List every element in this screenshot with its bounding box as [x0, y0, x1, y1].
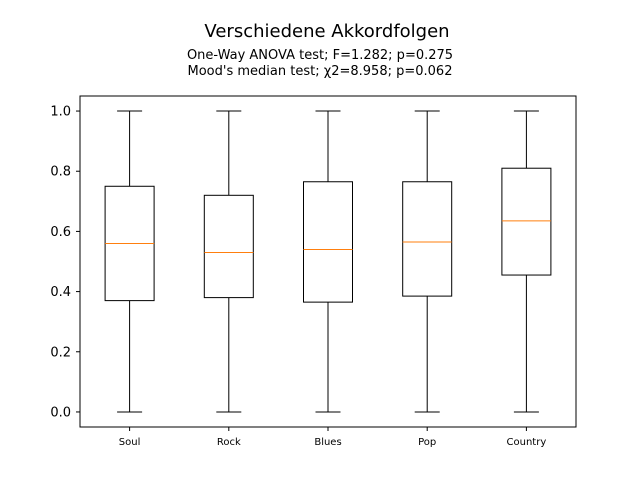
chart-title: Verschiedene Akkordfolgen: [204, 21, 449, 42]
plot-area: 0.0 0.2 0.4 0.6 0.8 1.0 Soul Rock Blues Pop Countr…: [50, 95, 577, 448]
box: [501, 167, 552, 276]
x-tick-label: Rock: [217, 437, 241, 448]
y-tick-label: 0.2: [50, 345, 71, 360]
chart-subtitle-line-1: One-Way ANOVA test; F=1.282; p=0.275: [187, 48, 453, 63]
x-tick-label: Blues: [314, 437, 341, 448]
y-tick-label: 1.0: [50, 105, 71, 120]
box: [303, 181, 353, 303]
x-tick-label: Soul: [119, 437, 141, 448]
box-group-rock: Rock: [203, 110, 254, 448]
y-tick-label: 0.4: [50, 285, 71, 300]
box-group-soul: Soul: [104, 110, 155, 448]
box: [402, 181, 453, 297]
box-group-country: Country: [501, 110, 552, 448]
x-tick-label: Country: [507, 437, 547, 448]
box-group-pop: Pop: [402, 110, 453, 448]
x-tick-label: Pop: [418, 437, 436, 448]
y-tick-label: 0.6: [50, 225, 71, 240]
chart-subtitle-line-2: Mood's median test; χ2=8.958; p=0.062: [188, 64, 453, 79]
y-tick-label: 0.8: [50, 165, 71, 180]
box-group-blues: Blues: [303, 110, 353, 448]
box: [203, 194, 254, 299]
y-tick-label: 0.0: [50, 405, 71, 420]
